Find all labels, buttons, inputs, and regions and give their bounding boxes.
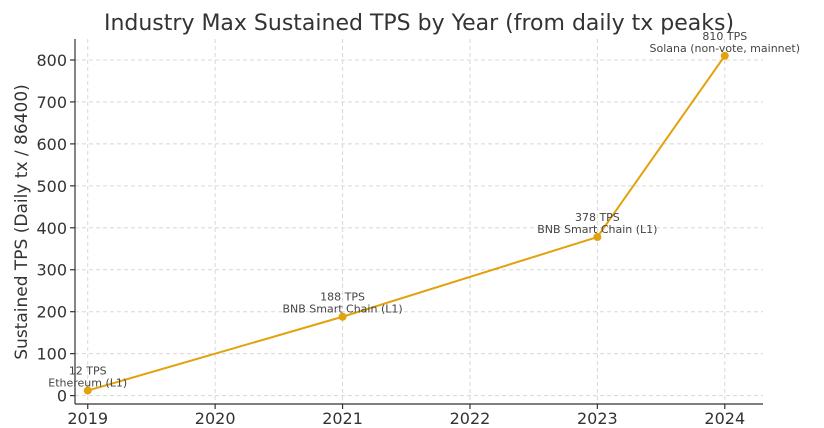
y-tick-label: 600 xyxy=(36,135,67,154)
y-tick-label: 100 xyxy=(36,345,67,364)
data-point xyxy=(338,312,347,321)
x-tick-label: 2021 xyxy=(322,409,363,428)
point-chain-label: BNB Smart Chain (L1) xyxy=(537,223,657,236)
y-tick-label: 300 xyxy=(36,261,67,280)
chart-title: Industry Max Sustained TPS by Year (from… xyxy=(104,11,734,36)
point-chain-label: Ethereum (L1) xyxy=(48,377,127,390)
y-tick-label: 400 xyxy=(36,219,67,238)
axes xyxy=(74,39,763,405)
y-tick-label: 700 xyxy=(36,93,67,112)
data-point xyxy=(720,51,729,60)
y-tick-label: 500 xyxy=(36,177,67,196)
x-tick-label: 2020 xyxy=(195,409,236,428)
y-tick-label: 200 xyxy=(36,303,67,322)
y-tick-label: 0 xyxy=(57,387,67,406)
data-point xyxy=(593,233,602,242)
x-tick-label: 2022 xyxy=(450,409,491,428)
x-tick-label: 2019 xyxy=(67,409,108,428)
series-line xyxy=(87,55,726,392)
point-tps-label: 810 TPS xyxy=(702,30,747,43)
y-axis-label: Sustained TPS (Daily tx / 86400) xyxy=(12,84,32,360)
point-chain-label: Solana (non-vote, mainnet) xyxy=(650,42,801,55)
point-chain-label: BNB Smart Chain (L1) xyxy=(282,303,402,316)
x-tick-label: 2024 xyxy=(704,409,745,428)
x-tick-label: 2023 xyxy=(577,409,618,428)
point-tps-label: 12 TPS xyxy=(69,365,107,378)
data-series xyxy=(83,51,729,395)
grid-lines xyxy=(75,39,763,404)
y-tick-label: 800 xyxy=(36,51,67,70)
point-tps-label: 188 TPS xyxy=(320,291,365,304)
point-tps-label: 378 TPS xyxy=(575,211,620,224)
axis-ticks: 2019 2020 2021 2022 2023 2024 0 100 200 300 400 500… xyxy=(36,51,745,428)
data-point xyxy=(83,386,92,395)
